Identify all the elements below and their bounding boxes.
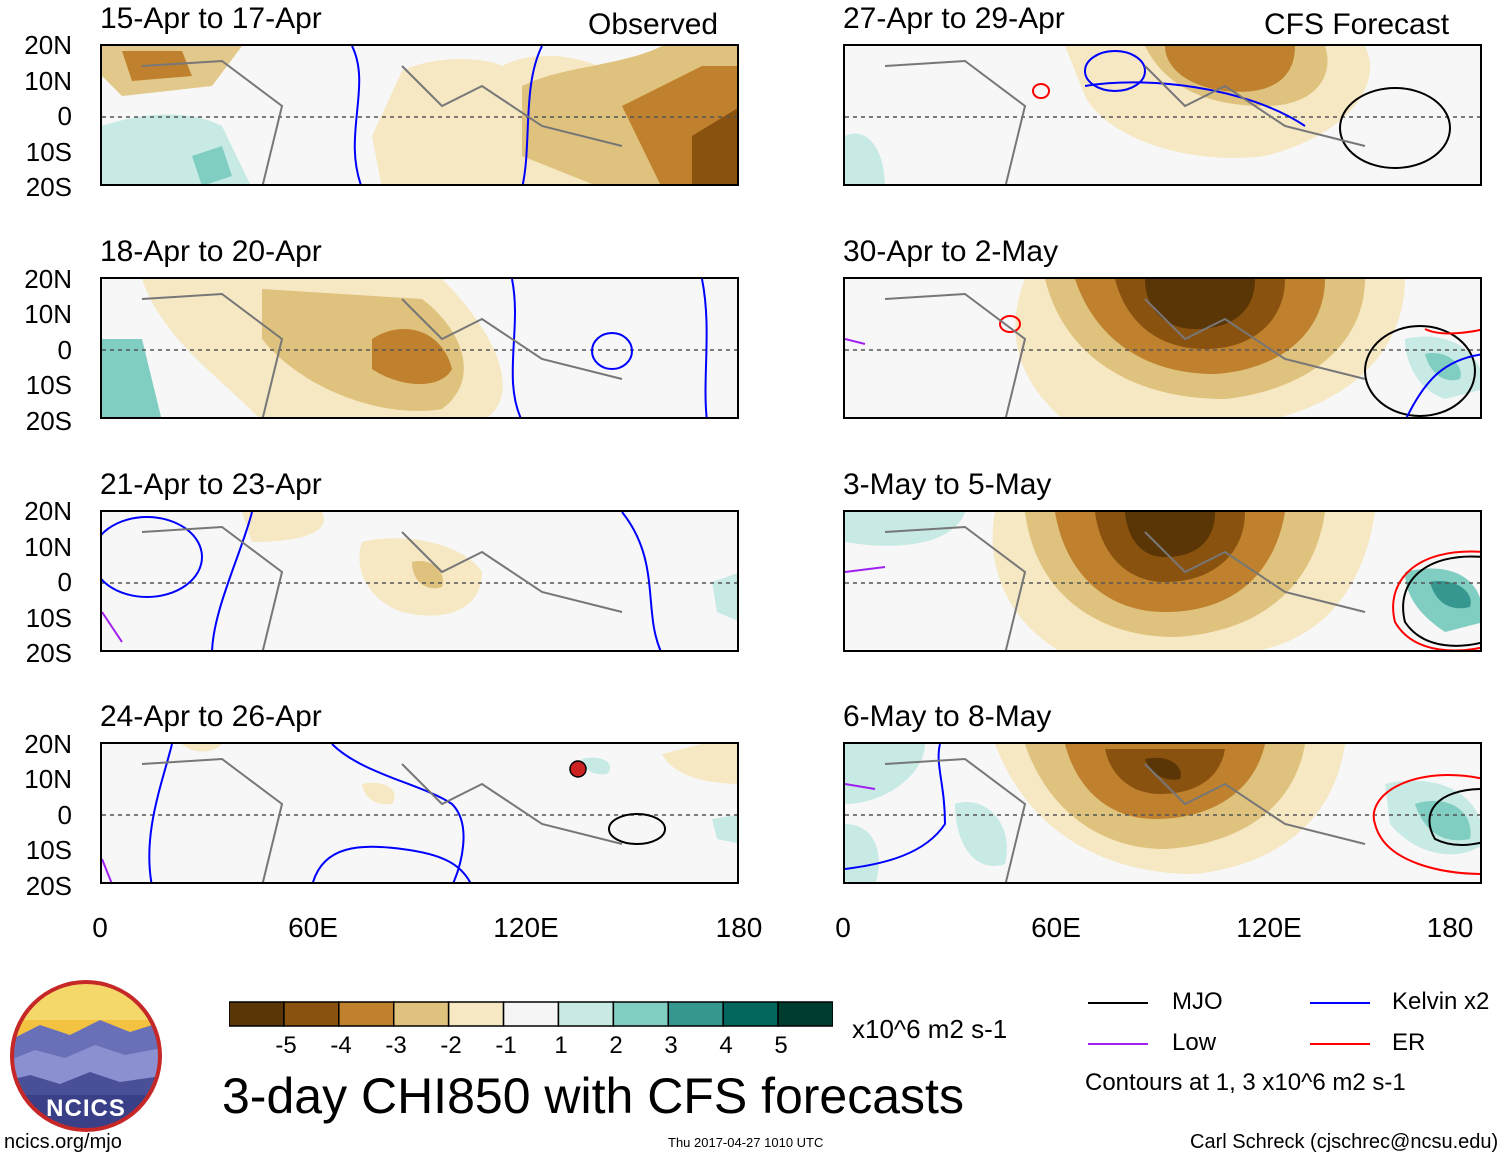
colorbar-boxes: [228, 1001, 834, 1027]
colorbar-box: [612, 1001, 670, 1027]
lon-label: 0: [835, 912, 851, 943]
footer-author: Carl Schreck (cjschrec@ncsu.edu): [1190, 1131, 1499, 1153]
map-panel: [100, 44, 739, 186]
legend-label: Low: [1172, 1029, 1217, 1056]
map-panel: [100, 742, 739, 884]
lat-label: 10S: [25, 370, 72, 400]
lon-label: 180: [1426, 912, 1474, 943]
lat-label: 20S: [25, 172, 72, 202]
lat-label: 20S: [25, 638, 72, 668]
lat-label: 10N: [24, 66, 72, 96]
main-title: 3-day CHI850 with CFS forecasts: [222, 1068, 964, 1124]
lat-label: 10N: [24, 299, 72, 329]
panel-title: 21-Apr to 23-Apr: [100, 468, 322, 501]
tropical-cyclone-icon: [569, 760, 587, 778]
map-panel: [843, 44, 1482, 186]
map-panel: [843, 742, 1482, 884]
colorbar-tick: 5: [774, 1032, 788, 1059]
logo-text: NCICS: [46, 1095, 126, 1122]
lat-label: 20N: [24, 30, 72, 60]
colorbar-box: [338, 1001, 395, 1027]
lat-label: 10S: [25, 137, 72, 167]
legend-low: [1088, 1031, 1148, 1057]
lat-label: 0: [57, 335, 72, 365]
colorbar: [228, 1001, 834, 1027]
legend-kelvin: [1310, 990, 1370, 1016]
colorbar-tick: -5: [275, 1032, 297, 1059]
lat-label: 20N: [24, 496, 72, 526]
map-panel: [843, 277, 1482, 419]
legend-note: Contours at 1, 3 x10^6 m2 s-1: [1085, 1069, 1406, 1096]
colorbar-tick: -3: [385, 1032, 407, 1059]
lat-label: 10S: [25, 603, 72, 633]
map-panel: [100, 510, 739, 652]
colorbar-units: x10^6 m2 s-1: [852, 1014, 1008, 1044]
lon-label: 120E: [1236, 912, 1302, 943]
panel-title: 6-May to 8-May: [843, 700, 1052, 733]
lat-label: 10N: [24, 532, 72, 562]
colorbar-tick: 3: [664, 1032, 678, 1059]
lon-label: 120E: [493, 912, 559, 943]
colorbar-tick: -2: [440, 1032, 462, 1059]
legend-label: ER: [1392, 1029, 1426, 1056]
lat-label: 20S: [25, 871, 72, 901]
colorbar-box: [283, 1001, 340, 1027]
colorbar-box: [667, 1001, 724, 1027]
observed-header: Observed: [588, 8, 719, 41]
panel-title: 3-May to 5-May: [843, 468, 1052, 501]
colorbar-box: [722, 1001, 779, 1027]
legend-label: Kelvin x2: [1392, 988, 1490, 1015]
colorbar-box: [447, 1001, 505, 1027]
panel-title: 30-Apr to 2-May: [843, 235, 1059, 268]
ncics-logo: NCICS: [10, 980, 162, 1132]
colorbar-box: [777, 1001, 834, 1027]
panel-title: 24-Apr to 26-Apr: [100, 700, 322, 733]
colorbar-box: [228, 1001, 285, 1027]
map-panel: [843, 510, 1482, 652]
colorbar-ticks: -5 -4 -3 -2 -1 1 2 3 4 5: [235, 1034, 831, 1060]
colorbar-tick: 2: [609, 1032, 623, 1059]
colorbar-tick: -4: [330, 1032, 352, 1059]
lat-label: 20N: [24, 264, 72, 294]
legend-er: [1310, 1031, 1370, 1057]
legend-label: MJO: [1172, 988, 1223, 1015]
lat-label: 10N: [24, 764, 72, 794]
lat-label: 20S: [25, 406, 72, 436]
lon-label: 0: [92, 912, 108, 943]
colorbar-box: [502, 1001, 560, 1027]
legend-mjo: [1088, 990, 1148, 1016]
lat-label: 0: [57, 800, 72, 830]
lat-label: 0: [57, 101, 72, 131]
colorbar-tick: 4: [719, 1032, 733, 1059]
map-panel: [100, 277, 739, 419]
lat-label: 10S: [25, 835, 72, 865]
lat-label: 20N: [24, 729, 72, 759]
panel-title: 27-Apr to 29-Apr: [843, 2, 1065, 35]
cfs-forecast-header: CFS Forecast: [1264, 8, 1450, 41]
footer-url[interactable]: ncics.org/mjo: [4, 1131, 122, 1153]
panel-title: 18-Apr to 20-Apr: [100, 235, 322, 268]
lon-label: 60E: [288, 912, 338, 943]
lat-label: 0: [57, 567, 72, 597]
colorbar-tick: 1: [554, 1032, 568, 1059]
panel-title: 15-Apr to 17-Apr: [100, 2, 322, 35]
colorbar-box: [557, 1001, 615, 1027]
colorbar-tick: -1: [495, 1032, 517, 1059]
lon-label: 60E: [1031, 912, 1081, 943]
lon-label: 180: [715, 912, 763, 943]
colorbar-box: [392, 1001, 450, 1027]
footer-timestamp: Thu 2017-04-27 1010 UTC: [668, 1135, 824, 1150]
